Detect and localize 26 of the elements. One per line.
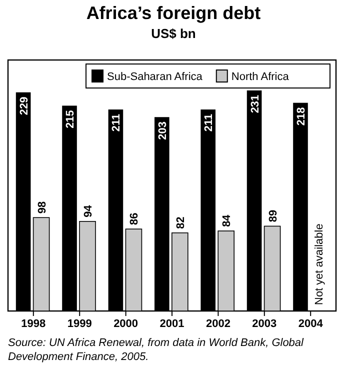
legend-label: North Africa: [231, 71, 290, 83]
data-label: 211: [110, 114, 123, 132]
x-tick-label: 2000: [114, 318, 138, 330]
chart-subtitle: US$ bn: [151, 26, 196, 41]
data-label: 94: [82, 204, 95, 218]
legend-label: Sub-Saharan Africa: [107, 71, 204, 83]
x-tick-label: 1999: [67, 318, 92, 330]
x-tick-label: 1998: [21, 318, 46, 330]
source-note: Source: UN Africa Renewal, from data in World Bank, Global Development Finance, 2005.: [8, 337, 304, 363]
data-label: 89: [267, 210, 280, 222]
data-label: 218: [295, 107, 308, 126]
chart-title: Africa’s foreign debt: [86, 3, 261, 23]
x-tick-label: 2002: [206, 318, 230, 330]
annotation: Not yet available: [313, 224, 326, 305]
data-label: 86: [128, 212, 141, 226]
data-label: 98: [36, 201, 48, 214]
x-tick-label: 2003: [252, 318, 277, 330]
data-label: 215: [64, 110, 77, 128]
data-label: 203: [156, 122, 169, 140]
x-tick-label: 2001: [160, 318, 184, 330]
data-label: 82: [174, 216, 187, 229]
x-tick-label: 2004: [298, 318, 324, 330]
data-label: 211: [203, 114, 216, 132]
data-label: 231: [249, 94, 262, 114]
data-label: 229: [18, 96, 30, 116]
data-label: 84: [221, 214, 234, 227]
